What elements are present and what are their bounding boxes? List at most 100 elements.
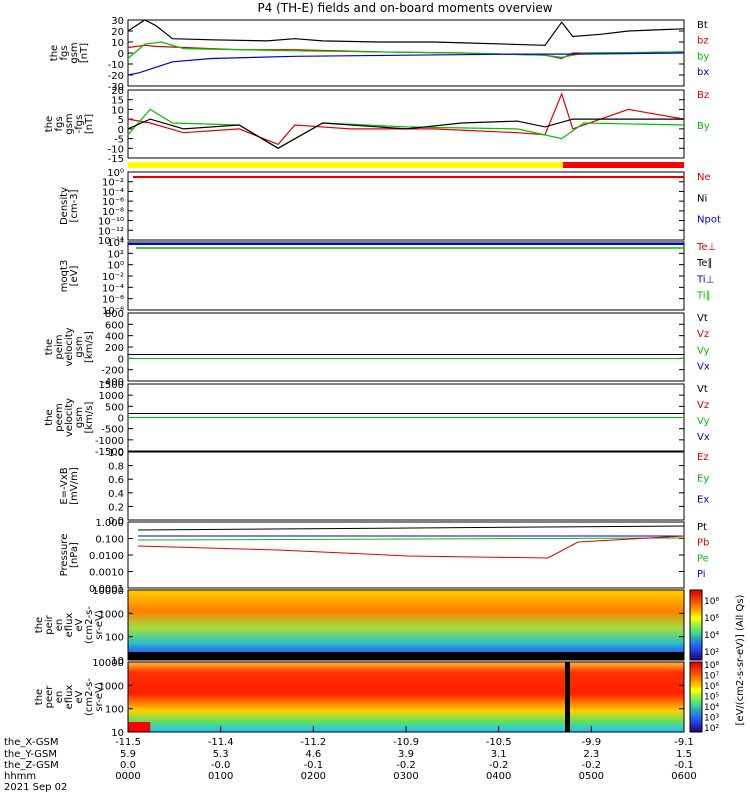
y-tick-label: 0 <box>118 125 124 136</box>
x-col-value: 2.3 <box>583 749 599 760</box>
y-tick-label: 10⁴ <box>107 238 124 249</box>
legend-Pe: Pe <box>697 553 709 564</box>
series-Bx <box>127 118 684 149</box>
y-axis-label: the <box>34 617 45 633</box>
y-axis-label: velocity <box>64 327 75 366</box>
x-col-value: 0500 <box>579 771 604 782</box>
y-tick-label: 1500 <box>99 380 124 391</box>
legend-Pi: Pi <box>697 569 706 580</box>
y-tick-label: -10 <box>108 144 124 155</box>
legend-Vt: Vt <box>697 384 708 395</box>
x-col-value: 0000 <box>115 771 140 782</box>
colorbar-label: [eV/(cm2-s-sr-eV)] (All Qs) <box>735 594 746 725</box>
y-tick-label: 0.2 <box>108 502 124 513</box>
x-row-label: hhmm <box>4 771 36 782</box>
legend-Vy: Vy <box>697 345 710 356</box>
legend-Pt: Pt <box>697 522 707 533</box>
y-tick-label: 15 <box>111 96 124 107</box>
legend-Te∥: Te∥ <box>696 258 713 269</box>
y-axis-label: sr-eV) <box>94 610 105 639</box>
y-tick-label: 0 <box>118 354 124 365</box>
legend-Ti∥: Ti∥ <box>696 291 711 302</box>
panel-frame <box>127 171 685 241</box>
legend-Vx: Vx <box>697 362 710 373</box>
y-axis-label: fgs <box>54 116 65 131</box>
colorbar-tick-label: 10⁴ <box>704 631 719 641</box>
y-tick-label: 0.0100 <box>89 551 124 562</box>
y-tick-label: 5 <box>118 115 124 126</box>
y-tick-label: -20 <box>108 71 124 82</box>
x-col-value: 0600 <box>671 771 696 782</box>
y-axis-label: gsm <box>69 42 80 63</box>
colorbar-tick-label: 10² <box>704 648 719 658</box>
x-col-value: 3.1 <box>491 749 507 760</box>
y-tick-label: 10 <box>111 105 124 116</box>
y-tick-label: 10⁰ <box>107 168 124 179</box>
y-tick-label: 10⁰ <box>107 261 124 272</box>
y-tick-label: 10 <box>111 656 124 667</box>
data-gap <box>565 662 570 732</box>
colorbars: 10⁸10⁶10⁴10²10⁸10⁷10⁶10⁵10⁴10³10²[eV/(cm… <box>689 589 746 734</box>
x-col-value: -11.5 <box>115 737 141 748</box>
legend-Vy: Vy <box>697 416 710 427</box>
y-axis-label: [km/s] <box>84 401 95 433</box>
y-tick-label: 10⁻⁴ <box>102 187 124 198</box>
y-tick-label: 10⁻¹² <box>98 226 124 237</box>
y-tick-label: 10² <box>107 249 124 260</box>
y-tick-label: 0.4 <box>108 489 124 500</box>
status-bar-red <box>563 162 684 168</box>
y-tick-label: -500 <box>101 425 124 436</box>
y-tick-label: -15 <box>108 154 124 165</box>
y-tick-label: 10 <box>111 728 124 739</box>
y-axis-label: E=-VxB <box>59 467 70 504</box>
legend-Vx: Vx <box>697 432 710 443</box>
y-tick-label: 10⁻⁸ <box>102 207 124 218</box>
x-row-label: the_Y-GSM <box>4 749 57 760</box>
y-axis-label: gsm <box>64 113 75 134</box>
x-col-value: 0.0 <box>120 760 136 771</box>
y-axis-label: velocity <box>64 398 75 437</box>
y-tick-label: -200 <box>101 366 124 377</box>
y-tick-label: 10⁻⁶ <box>102 197 124 208</box>
y-axis-label: gsm <box>74 407 85 428</box>
x-col-value: 0100 <box>208 771 233 782</box>
y-axis-label: eflux <box>64 613 75 638</box>
y-axis-label: [mV/m] <box>69 467 80 505</box>
series-Bt <box>127 19 685 46</box>
y-tick-label: 500 <box>105 402 124 413</box>
y-tick-label: 600 <box>105 320 124 331</box>
y-tick-label: 1000 <box>99 681 124 692</box>
y-axis-label: Density <box>59 187 70 225</box>
colorbar-tick-label: 10³ <box>704 714 719 724</box>
legend-Pb: Pb <box>697 538 709 549</box>
x-col-value: 0300 <box>393 771 418 782</box>
colorbar-2 <box>689 661 703 733</box>
x-col-value: 5.9 <box>120 749 136 760</box>
legend-Ex: Ex <box>697 495 709 506</box>
y-tick-label: 100 <box>105 633 124 644</box>
y-axis-label: en <box>54 619 65 632</box>
legend-By: By <box>697 121 710 132</box>
y-axis-label: peer <box>44 685 55 709</box>
x-col-value: -0.2 <box>396 760 416 771</box>
y-tick-label: 0.8 <box>108 462 124 473</box>
y-tick-label: 10 <box>111 38 124 49</box>
status-bar-yellow <box>128 162 563 168</box>
panel-frame <box>127 521 685 589</box>
colorbar-tick-label: 10⁸ <box>704 661 719 671</box>
y-tick-label: -30 <box>108 82 124 93</box>
y-tick-label: 20 <box>111 86 124 97</box>
y-tick-label: 10⁻⁸ <box>102 306 124 317</box>
colorbar-tick-label: 10⁷ <box>704 672 719 682</box>
legend-Te⊥: Te⊥ <box>696 242 716 253</box>
y-axis-label: -fgs <box>74 115 85 134</box>
panel-frame <box>127 241 685 311</box>
y-tick-label: 0.0010 <box>89 568 124 579</box>
series-Pe <box>137 537 685 541</box>
x-col-value: -9.9 <box>582 737 602 748</box>
panel-peir_spectrogram: 10000 1000 100 10 the peir en eflux eV (cm2-s-sr-… <box>34 586 685 667</box>
